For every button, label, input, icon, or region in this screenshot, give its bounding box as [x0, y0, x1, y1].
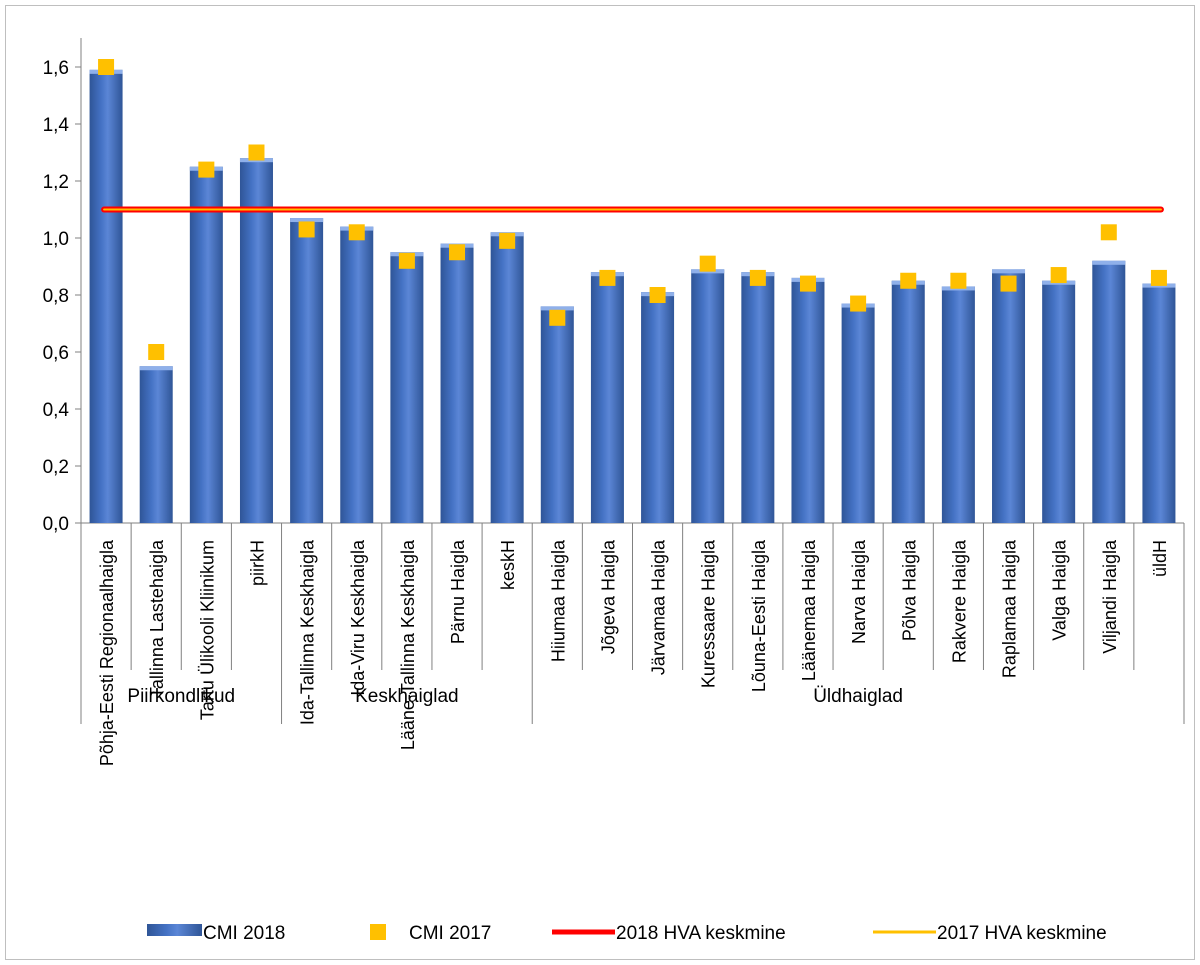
bar-cmi-2018 — [89, 69, 123, 523]
bar-cmi-2018 — [390, 252, 424, 523]
category-label: Jõgeva Haigla — [598, 539, 618, 654]
marker-cmi-2017 — [1000, 275, 1017, 292]
bar-cmi-2018 — [239, 158, 273, 523]
markers — [98, 59, 1167, 360]
category-label: Põlva Haigla — [899, 539, 919, 641]
bar-cmi-2018 — [290, 218, 324, 524]
marker-cmi-2017 — [900, 272, 917, 289]
bar-cmi-2018 — [1142, 283, 1176, 523]
y-tick-label: 0,6 — [43, 343, 69, 364]
category-label: Valga Haigla — [1050, 539, 1070, 641]
group-label: Üldhaiglad — [813, 686, 903, 707]
category-label: Ida-Viru Keskhaigla — [348, 539, 368, 696]
marker-cmi-2017 — [98, 59, 115, 75]
bar-cmi-2018 — [139, 366, 173, 523]
category-label: üldH — [1150, 540, 1170, 577]
bar-top-highlight — [290, 218, 324, 223]
category-label: Kuressaare Haigla — [699, 539, 719, 688]
category-label: Lääne-Tallinna Keskhaigla — [398, 539, 418, 750]
bar-top-highlight — [1092, 260, 1126, 265]
bar-cmi-2018 — [992, 269, 1026, 523]
group-label: Keskhaiglad — [355, 686, 459, 707]
bars — [89, 69, 1176, 524]
category-label: Pärnu Haigla — [448, 539, 468, 644]
bar-cmi-2018 — [841, 303, 875, 523]
marker-cmi-2017 — [499, 232, 516, 249]
legend: CMI 2018 CMI 2017 2018 HVA keskmine 2017 HV… — [147, 923, 1107, 944]
marker-cmi-2017 — [649, 287, 666, 303]
marker-cmi-2017 — [398, 252, 415, 269]
category-label: Viljandi Haigla — [1100, 539, 1120, 654]
legend-label-avg-2018: 2018 HVA keskmine — [616, 923, 786, 944]
category-label: Ida-Tallinna Keskhaigla — [298, 539, 318, 725]
bar-cmi-2018 — [189, 166, 223, 523]
marker-cmi-2017 — [298, 221, 315, 238]
bar-cmi-2018 — [1042, 280, 1076, 523]
marker-cmi-2017 — [348, 224, 365, 241]
y-tick-label: 0,8 — [43, 286, 69, 307]
bar-cmi-2018 — [1092, 260, 1126, 523]
category-label: Tallinna Lastehaigla — [147, 539, 167, 698]
bar-cmi-2018 — [540, 306, 574, 523]
category-label: Lõuna-Eesti Haigla — [749, 539, 769, 692]
legend-label-cmi-2017: CMI 2017 — [409, 923, 491, 944]
y-tick-label: 0,4 — [43, 400, 70, 421]
bar-cmi-2018 — [741, 272, 775, 523]
y-tick-label: 1,2 — [43, 172, 69, 193]
category-label: Rakvere Haigla — [949, 539, 969, 663]
bar-cmi-2018 — [590, 272, 624, 523]
axes: 0,0 0,2 0,4 0,6 0,8 1,0 1,2 1,4 1,6 Põhja-Eesti R… — [43, 38, 1185, 766]
bar-cmi-2018 — [791, 277, 825, 523]
category-label: piirkH — [247, 540, 267, 586]
marker-cmi-2017 — [1050, 267, 1067, 284]
marker-cmi-2017 — [148, 344, 165, 360]
marker-cmi-2017 — [1150, 269, 1167, 286]
bar-cmi-2018 — [891, 280, 925, 523]
marker-cmi-2017 — [449, 244, 466, 261]
marker-cmi-2017 — [248, 144, 265, 161]
group-label: Piirkondlikud — [127, 686, 235, 707]
bar-top-highlight — [992, 269, 1026, 274]
marker-cmi-2017 — [749, 269, 766, 286]
marker-cmi-2017 — [799, 275, 816, 292]
bar-cmi-2018 — [641, 292, 675, 523]
bar-cmi-2018 — [941, 286, 975, 523]
marker-cmi-2017 — [198, 161, 215, 178]
marker-cmi-2017 — [599, 269, 616, 286]
bar-cmi-2018 — [440, 243, 474, 523]
y-tick-label: 0,0 — [43, 514, 69, 535]
bar-cmi-2018 — [691, 269, 725, 523]
category-label: keskH — [498, 540, 518, 590]
legend-label-avg-2017: 2017 HVA keskmine — [937, 923, 1107, 944]
y-tick-label: 1,0 — [43, 229, 69, 250]
category-label: Läänemaa Haigla — [799, 539, 819, 681]
category-label: Raplamaa Haigla — [1000, 539, 1020, 678]
marker-cmi-2017 — [699, 255, 716, 272]
category-label: Põhja-Eesti Regionaalhaigla — [97, 539, 117, 766]
bar-top-highlight — [139, 366, 173, 371]
y-tick-label: 1,6 — [43, 58, 69, 79]
marker-cmi-2017 — [1100, 224, 1117, 241]
marker-cmi-2017 — [850, 295, 867, 312]
y-tick-label: 1,4 — [43, 115, 70, 136]
category-label: Narva Haigla — [849, 539, 869, 644]
legend-swatch-cmi-2018 — [147, 924, 202, 936]
category-label: Tartu Ülikooli Kliinikum — [197, 540, 217, 720]
bar-cmi-2018 — [490, 232, 524, 524]
bar-top-highlight — [540, 306, 574, 311]
marker-cmi-2017 — [950, 272, 967, 289]
category-label: Hiiumaa Haigla — [548, 539, 568, 662]
category-label: Järvamaa Haigla — [649, 539, 669, 675]
y-tick-label: 0,2 — [43, 457, 69, 478]
legend-label-cmi-2018: CMI 2018 — [203, 923, 285, 944]
marker-cmi-2017 — [549, 309, 566, 326]
legend-swatch-cmi-2017 — [370, 924, 386, 940]
bar-cmi-2018 — [340, 226, 374, 523]
